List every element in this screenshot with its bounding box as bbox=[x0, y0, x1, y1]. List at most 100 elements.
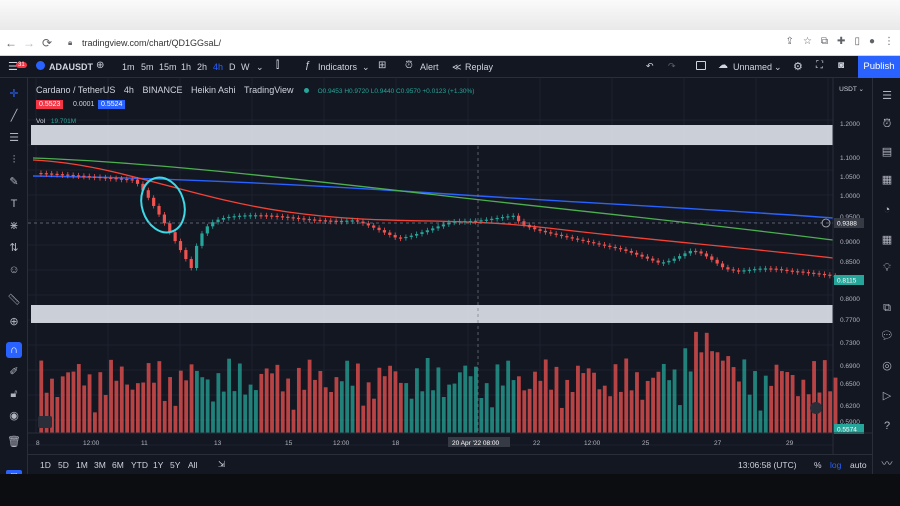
symbol-search-button[interactable]: ADAUSDT bbox=[49, 62, 93, 72]
hamburger-menu-icon[interactable]: ☰ bbox=[8, 61, 18, 73]
prediction-icon[interactable]: ⇅ bbox=[9, 242, 19, 254]
forward-icon[interactable]: → bbox=[23, 36, 35, 50]
extension-icon[interactable]: ⧉ bbox=[820, 36, 829, 47]
horizontal-lines-icon[interactable]: ☰ bbox=[9, 132, 19, 144]
puzzle-icon[interactable]: ✚ bbox=[837, 36, 846, 47]
legend-title[interactable]: Cardano / TetherUS bbox=[36, 85, 116, 95]
sell-price-button[interactable]: 0.5523 bbox=[36, 100, 64, 109]
interval-w[interactable]: W bbox=[241, 62, 250, 72]
redo-icon[interactable]: ↷ bbox=[668, 61, 676, 71]
candle-body bbox=[71, 174, 75, 177]
layout-dropdown-icon[interactable]: ⌄ bbox=[774, 62, 782, 72]
interval-4h[interactable]: 4h bbox=[213, 62, 224, 72]
chat-icon[interactable]: 💬︎ bbox=[880, 330, 894, 342]
range-6m[interactable]: 6M bbox=[112, 460, 124, 470]
interval-15m[interactable]: 15m bbox=[159, 62, 177, 72]
trading-panel-icon[interactable]: 〰 bbox=[881, 458, 893, 470]
currency-selector[interactable]: USDT ⌄ bbox=[839, 86, 864, 93]
range-5y[interactable]: 5Y bbox=[170, 460, 181, 470]
interval-1h[interactable]: 1h bbox=[181, 62, 192, 72]
volume-bar bbox=[661, 363, 666, 433]
layout-icon[interactable] bbox=[696, 61, 706, 70]
camera-icon[interactable]: ◙ bbox=[838, 60, 845, 71]
zoom-icon[interactable]: ⊕ bbox=[9, 316, 19, 328]
clock-label[interactable]: 13:06:58 (UTC) bbox=[738, 460, 797, 470]
volume-bar bbox=[200, 377, 205, 433]
lock-drawings-icon[interactable]: 🔓︎ bbox=[10, 388, 18, 400]
alert-button[interactable]: Alert bbox=[420, 62, 439, 72]
range-ytd[interactable]: YTD bbox=[131, 460, 148, 470]
replay-button[interactable]: Replay bbox=[465, 62, 494, 72]
volume-price-tag: 0.5574 bbox=[837, 427, 857, 434]
interval-5m[interactable]: 5m bbox=[141, 62, 154, 72]
volume-bar bbox=[307, 359, 312, 433]
candle-body bbox=[436, 226, 440, 229]
emoji-icon[interactable]: ☺ bbox=[8, 264, 20, 276]
buy-price-button[interactable]: 0.5524 bbox=[98, 100, 126, 109]
url-field[interactable]: tradingview.com/chart/QD1GGsaL/ bbox=[82, 38, 222, 48]
share-icon[interactable]: ⇪ bbox=[785, 36, 794, 47]
stay-drawing-icon[interactable]: ✐ bbox=[9, 366, 19, 378]
goto-date-icon[interactable]: ⇲ bbox=[218, 459, 226, 469]
interval-dropdown-icon[interactable]: ⌄ bbox=[256, 62, 264, 72]
broadcast-icon[interactable]: ◎ bbox=[882, 360, 892, 372]
volume-bar bbox=[227, 358, 231, 433]
candle-body bbox=[570, 237, 574, 239]
volume-legend[interactable]: Vol 19.701M bbox=[36, 118, 76, 125]
pattern-icon[interactable]: ⋇ bbox=[9, 220, 19, 232]
interval-2h[interactable]: 2h bbox=[197, 62, 208, 72]
trash-icon[interactable]: 🗑︎ bbox=[7, 436, 21, 448]
bookmark-star-icon[interactable]: ☆ bbox=[802, 36, 812, 47]
text-icon[interactable]: T bbox=[10, 198, 18, 210]
range-1d[interactable]: 1D bbox=[40, 460, 51, 470]
range-1m[interactable]: 1M bbox=[76, 460, 88, 470]
range-all[interactable]: All bbox=[188, 460, 198, 470]
magnet-icon[interactable]: ∩ bbox=[6, 342, 22, 358]
brush-icon[interactable]: ✎ bbox=[9, 176, 19, 188]
profile-icon[interactable]: ● bbox=[868, 36, 875, 47]
log-toggle[interactable]: log bbox=[830, 460, 842, 470]
play-icon[interactable]: ▷ bbox=[882, 390, 892, 402]
menu-dots-icon[interactable]: ⋮ bbox=[884, 36, 894, 47]
layouts-grid-icon[interactable]: ⊞ bbox=[378, 60, 387, 71]
interval-d[interactable]: D bbox=[229, 62, 236, 72]
interval-1m[interactable]: 1m bbox=[122, 62, 135, 72]
indicators-button[interactable]: Indicators bbox=[318, 62, 358, 72]
back-icon[interactable]: ← bbox=[5, 36, 17, 50]
range-3m[interactable]: 3M bbox=[94, 460, 106, 470]
price-chart[interactable]: 1.2000 1.1000 1.0500 1.0000 0.9500 0.9000 0.85… bbox=[28, 78, 872, 454]
trend-line-icon[interactable]: ╱ bbox=[10, 110, 18, 122]
volume-bar bbox=[55, 396, 60, 433]
alerts-clock-icon[interactable]: ⏰︎ bbox=[882, 118, 892, 130]
chart-pane[interactable]: 1.2000 1.1000 1.0500 1.0000 0.9500 0.9000 0.85… bbox=[28, 78, 872, 454]
chart-type-icon[interactable]: ⫿ bbox=[276, 60, 280, 71]
crosshair-icon[interactable]: ✛ bbox=[9, 88, 19, 100]
data-window-icon[interactable]: ▤ bbox=[881, 146, 893, 158]
fib-icon[interactable]: ⫶ bbox=[12, 154, 16, 166]
undo-icon[interactable]: ↶ bbox=[646, 61, 654, 71]
range-5d[interactable]: 5D bbox=[58, 460, 69, 470]
streams-icon[interactable]: ⧉ bbox=[883, 302, 891, 314]
candle-body bbox=[737, 270, 741, 272]
templates-icon[interactable]: ⌄ bbox=[362, 62, 370, 72]
compare-icon[interactable]: ⊕ bbox=[96, 60, 105, 71]
percent-toggle[interactable]: % bbox=[814, 460, 822, 470]
watchlist-icon[interactable]: ☰ bbox=[882, 90, 892, 102]
sidebar-icon[interactable]: ▯ bbox=[854, 36, 860, 47]
publish-button[interactable]: Publish bbox=[858, 56, 900, 78]
ideas-icon[interactable]: 💡︎ bbox=[883, 262, 891, 274]
range-1y[interactable]: 1Y bbox=[153, 460, 164, 470]
auto-toggle[interactable]: auto bbox=[850, 460, 867, 470]
news-icon[interactable]: ▦ bbox=[881, 174, 893, 186]
fullscreen-icon[interactable]: ⛶ bbox=[816, 60, 823, 71]
settings-gear-icon[interactable]: ⚙︎ bbox=[793, 61, 803, 73]
help-icon[interactable]: ? bbox=[883, 420, 891, 432]
hide-drawings-icon[interactable]: ◉ bbox=[9, 410, 19, 422]
volume-bar bbox=[216, 373, 221, 433]
reload-icon[interactable]: ⟳ bbox=[41, 36, 53, 50]
layout-name-button[interactable]: Unnamed bbox=[733, 62, 773, 72]
hotlists-icon[interactable]: ◔ bbox=[883, 204, 891, 216]
calendar-icon[interactable]: ▦ bbox=[881, 234, 893, 246]
volume-value: 19.701M bbox=[50, 118, 77, 125]
ruler-icon[interactable]: 📏︎ bbox=[7, 294, 21, 306]
